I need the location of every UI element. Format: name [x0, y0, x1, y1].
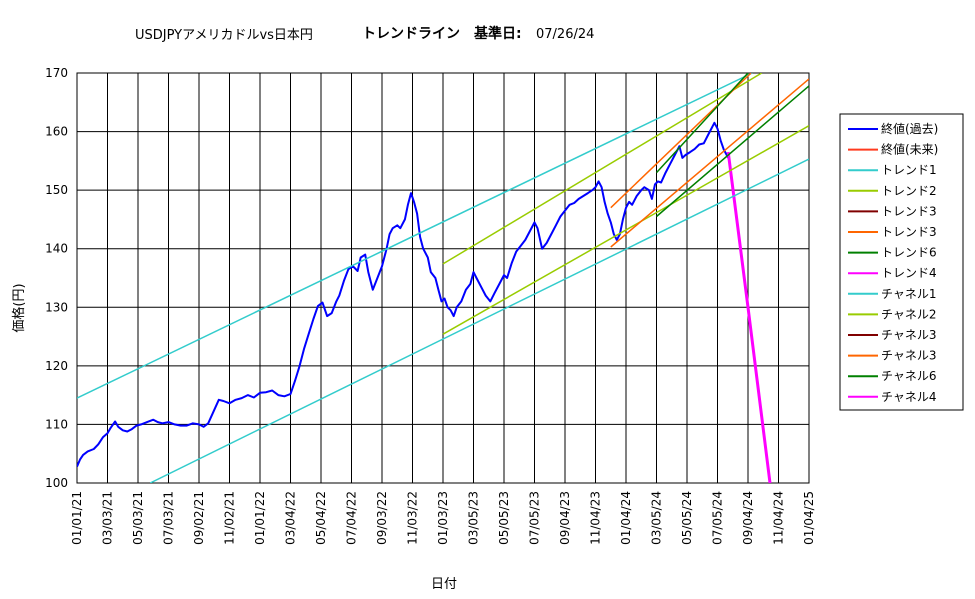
y-ticks: 100 110 120 130 140 150 160 170: [45, 66, 68, 490]
series-line-8: [149, 158, 809, 483]
x-tick-label: 09/04/23: [558, 491, 572, 545]
y-tick-label: 170: [45, 66, 68, 80]
y-tick-label: 120: [45, 359, 68, 373]
series-line-11: [610, 78, 809, 248]
series-line-7: [726, 151, 772, 483]
legend-entry: チャネル3: [881, 349, 937, 363]
series-line-0: [77, 121, 730, 467]
x-tick-label: 03/05/24: [650, 491, 664, 545]
x-tick-label: 01/04/24: [619, 491, 633, 545]
y-tick-label: 100: [45, 476, 68, 490]
legend-items: 終値(過去) 終値(未来) トレンド1 トレンド2 トレンド3 トレンド3 トレンド6 トレン…: [848, 121, 938, 404]
legend-entry: チャネル3: [881, 328, 937, 342]
y-tick-label: 150: [45, 183, 68, 197]
chart-subtitle-base-label: 基準日:: [474, 25, 522, 42]
x-tick-label: 03/03/21: [101, 491, 115, 545]
legend-entry: トレンド1: [881, 163, 937, 177]
legend-entry: トレンド3: [881, 204, 937, 218]
x-tick-label: 07/03/21: [162, 491, 176, 545]
x-tick-label: 09/03/22: [375, 491, 389, 545]
y-tick-label: 140: [45, 242, 68, 256]
x-tick-label: 07/05/24: [711, 491, 725, 545]
legend-entry: チャネル1: [881, 287, 937, 301]
x-tick-label: 05/05/23: [497, 491, 511, 545]
x-tick-label: 01/04/25: [802, 491, 816, 545]
x-axis-label: 日付: [431, 577, 457, 592]
chart-subtitle-base-date: 07/26/24: [536, 27, 594, 42]
x-tick-label: 01/01/21: [70, 491, 84, 545]
chart-subtitle-label: トレンドライン: [362, 26, 460, 42]
x-tick-label: 11/03/22: [406, 491, 420, 545]
legend-entry: チャネル2: [881, 307, 937, 321]
series-line-12: [656, 85, 809, 218]
x-tick-label: 03/04/22: [284, 491, 298, 545]
series-group: [77, 73, 809, 483]
series-line-3: [442, 73, 763, 265]
series-line-2: [77, 73, 753, 399]
y-tick-label: 110: [45, 417, 68, 431]
x-tick-label: 07/04/22: [345, 491, 359, 545]
x-tick-label: 11/04/24: [772, 491, 786, 545]
x-tick-label: 01/01/22: [253, 491, 267, 545]
x-tick-label: 01/03/23: [436, 491, 450, 545]
legend-entry: チャネル6: [881, 369, 937, 383]
legend-entry: トレンド3: [881, 225, 937, 239]
legend-entry: 終値(未来): [881, 142, 938, 157]
x-ticks: 01/01/21 03/03/21 05/03/21 07/03/21 09/02/21…: [70, 491, 816, 545]
legend-entry: トレンド2: [881, 184, 937, 198]
x-tick-label: 09/04/24: [741, 491, 755, 545]
x-tick-label: 07/05/23: [528, 491, 542, 545]
x-tick-label: 05/05/24: [680, 491, 694, 545]
chart-title: USDJPYアメリカドルvs日本円: [135, 28, 313, 43]
x-tick-label: 11/02/21: [223, 491, 237, 545]
x-tick-label: 05/03/21: [131, 491, 145, 545]
legend-entry: 終値(過去): [881, 121, 938, 136]
y-tick-label: 130: [45, 300, 68, 314]
legend-entry: トレンド6: [881, 246, 937, 260]
x-tick-label: 03/05/23: [467, 491, 481, 545]
x-tick-label: 11/04/23: [589, 491, 603, 545]
series-line-9: [442, 125, 809, 335]
x-tick-label: 09/02/21: [192, 491, 206, 545]
legend: [839, 113, 964, 411]
y-tick-label: 160: [45, 125, 68, 139]
legend-entry: チャネル4: [881, 390, 937, 404]
x-tick-label: 05/04/22: [314, 491, 328, 545]
legend-entry: トレンド4: [881, 266, 937, 280]
series-line-6: [655, 73, 749, 174]
y-axis-label: 価格(円): [11, 283, 27, 332]
